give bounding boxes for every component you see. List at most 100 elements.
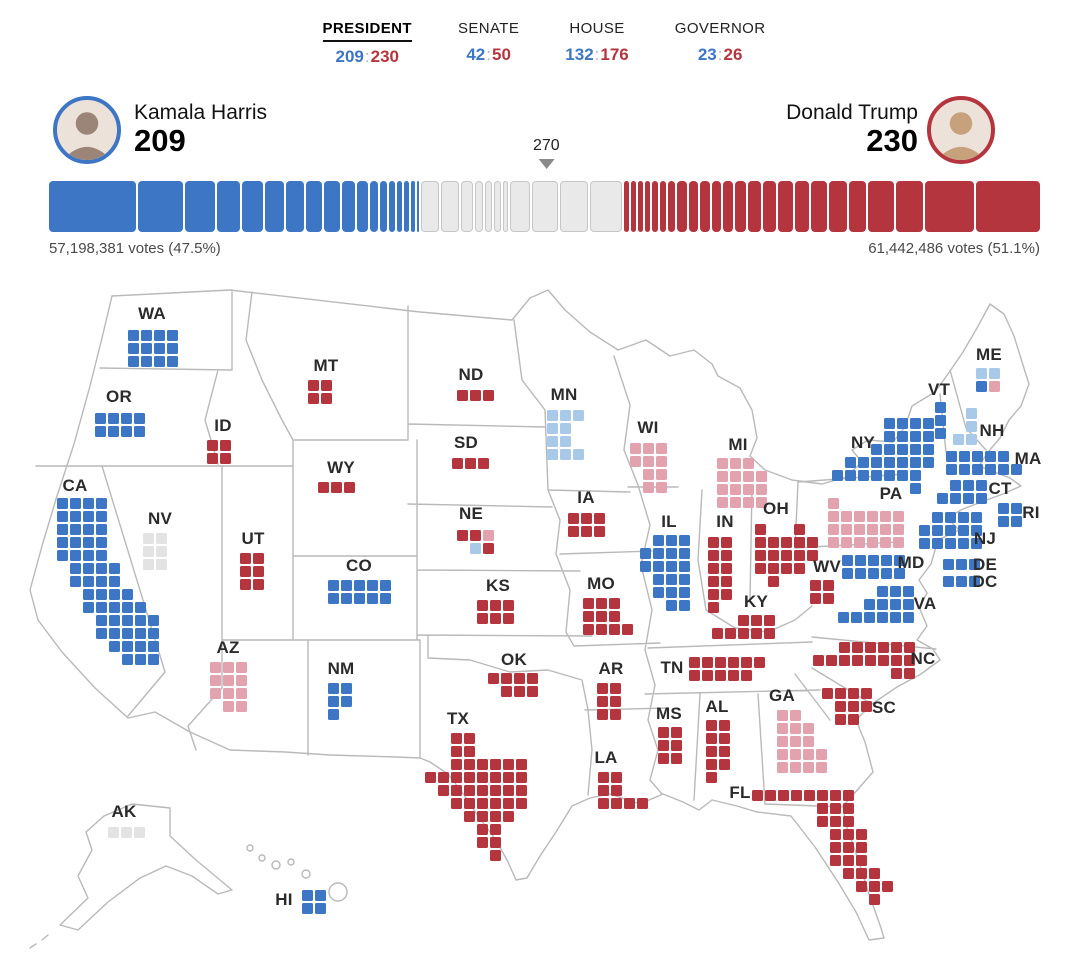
- ev-square-CT[interactable]: [963, 493, 974, 504]
- ev-square-CA[interactable]: [96, 498, 107, 509]
- ev-square-AZ[interactable]: [236, 701, 247, 712]
- ev-square-IA[interactable]: [568, 526, 579, 537]
- ev-square-FL[interactable]: [869, 868, 880, 879]
- ev-square-CA[interactable]: [135, 641, 146, 652]
- ev-square-NY[interactable]: [910, 470, 921, 481]
- ev-square-NJ[interactable]: [958, 512, 969, 523]
- ev-square-CO[interactable]: [354, 593, 365, 604]
- ev-square-MO[interactable]: [596, 598, 607, 609]
- ev-square-NY[interactable]: [858, 470, 869, 481]
- bar-segment-MD[interactable]: [323, 181, 340, 232]
- bar-segment-AR[interactable]: [676, 181, 687, 232]
- ev-square-PA[interactable]: [828, 498, 839, 509]
- ev-square-CA[interactable]: [122, 641, 133, 652]
- bar-segment-AZ[interactable]: [510, 181, 530, 232]
- bar-segment-NH[interactable]: [474, 181, 484, 232]
- ev-square-AL[interactable]: [706, 733, 717, 744]
- ev-square-NV[interactable]: [156, 559, 167, 570]
- ev-square-WV[interactable]: [810, 580, 821, 591]
- ev-square-WI[interactable]: [643, 469, 654, 480]
- bar-segment-WV[interactable]: [668, 181, 675, 232]
- ev-square-FL[interactable]: [869, 894, 880, 905]
- ev-square-WI[interactable]: [643, 456, 654, 467]
- ev-square-FL[interactable]: [765, 790, 776, 801]
- ev-square-GA[interactable]: [790, 710, 801, 721]
- ev-square-IL[interactable]: [666, 587, 677, 598]
- ev-square-PA[interactable]: [880, 524, 891, 535]
- ev-square-IL[interactable]: [679, 548, 690, 559]
- ev-square-OK[interactable]: [488, 673, 499, 684]
- ev-square-TX[interactable]: [516, 785, 527, 796]
- ev-square-NC[interactable]: [813, 655, 824, 666]
- ev-square-CO[interactable]: [341, 593, 352, 604]
- ev-square-MD[interactable]: [855, 555, 866, 566]
- ev-square-CA[interactable]: [70, 563, 81, 574]
- ev-square-IL[interactable]: [679, 574, 690, 585]
- ev-square-NC[interactable]: [865, 642, 876, 653]
- ev-square-MA[interactable]: [998, 464, 1009, 475]
- ev-square-NY[interactable]: [923, 418, 934, 429]
- ev-square-NC[interactable]: [878, 655, 889, 666]
- ev-square-PA[interactable]: [828, 537, 839, 548]
- ev-square-TX[interactable]: [503, 785, 514, 796]
- ev-square-CA[interactable]: [70, 498, 81, 509]
- ev-square-WA[interactable]: [128, 343, 139, 354]
- ev-square-CT[interactable]: [950, 480, 961, 491]
- ev-square-MN[interactable]: [573, 449, 584, 460]
- ev-square-MA[interactable]: [998, 451, 1009, 462]
- ev-square-TX[interactable]: [477, 837, 488, 848]
- ev-square-NV[interactable]: [156, 546, 167, 557]
- ev-square-OH[interactable]: [755, 524, 766, 535]
- ev-square-LA[interactable]: [611, 798, 622, 809]
- ev-square-NY[interactable]: [884, 457, 895, 468]
- ev-square-MI[interactable]: [743, 497, 754, 508]
- tab-house[interactable]: HOUSE 132:176: [565, 20, 628, 67]
- ev-square-IL[interactable]: [666, 574, 677, 585]
- ev-square-SD[interactable]: [465, 458, 476, 469]
- bar-segment-TN[interactable]: [848, 181, 867, 232]
- ev-square-CO[interactable]: [380, 580, 391, 591]
- ev-square-TX[interactable]: [464, 746, 475, 757]
- ev-square-OH[interactable]: [794, 537, 805, 548]
- bar-segment-TX[interactable]: [975, 181, 1041, 232]
- ev-square-GA[interactable]: [777, 762, 788, 773]
- ev-square-CT[interactable]: [937, 493, 948, 504]
- ev-square-AR[interactable]: [597, 709, 608, 720]
- bar-segment-MT[interactable]: [659, 181, 667, 232]
- ev-square-HI[interactable]: [302, 890, 313, 901]
- ev-square-RI[interactable]: [998, 516, 1009, 527]
- ev-square-AK[interactable]: [121, 827, 132, 838]
- ev-square-WV[interactable]: [823, 580, 834, 591]
- ev-square-OH[interactable]: [794, 524, 805, 535]
- ev-square-IL[interactable]: [666, 561, 677, 572]
- ev-square-WI[interactable]: [656, 443, 667, 454]
- ev-square-IL[interactable]: [653, 587, 664, 598]
- ev-square-CO[interactable]: [367, 580, 378, 591]
- ev-square-IN[interactable]: [708, 563, 719, 574]
- ev-square-MN[interactable]: [547, 410, 558, 421]
- ev-square-MD[interactable]: [842, 555, 853, 566]
- ev-square-FL[interactable]: [830, 803, 841, 814]
- bar-segment-NJ[interactable]: [217, 181, 240, 232]
- ev-square-NJ[interactable]: [958, 525, 969, 536]
- ev-square-MI[interactable]: [717, 484, 728, 495]
- ev-square-IA[interactable]: [594, 526, 605, 537]
- ev-square-TX[interactable]: [490, 772, 501, 783]
- bar-segment-WI[interactable]: [441, 181, 460, 232]
- ev-square-NV[interactable]: [143, 533, 154, 544]
- ev-square-ID[interactable]: [207, 440, 218, 451]
- ev-square-FL[interactable]: [869, 881, 880, 892]
- ev-square-IL[interactable]: [653, 561, 664, 572]
- ev-square-OH[interactable]: [755, 550, 766, 561]
- ev-square-MI[interactable]: [756, 484, 767, 495]
- ev-square-MO[interactable]: [583, 624, 594, 635]
- ev-square-NJ[interactable]: [932, 538, 943, 549]
- ev-square-VA[interactable]: [877, 612, 888, 623]
- ev-square-MN[interactable]: [560, 423, 571, 434]
- ev-square-IN[interactable]: [708, 576, 719, 587]
- ev-square-CA[interactable]: [96, 537, 107, 548]
- bar-segment-RI[interactable]: [388, 181, 395, 232]
- ev-square-CA[interactable]: [96, 550, 107, 561]
- ev-square-MA[interactable]: [959, 464, 970, 475]
- ev-square-NY[interactable]: [845, 457, 856, 468]
